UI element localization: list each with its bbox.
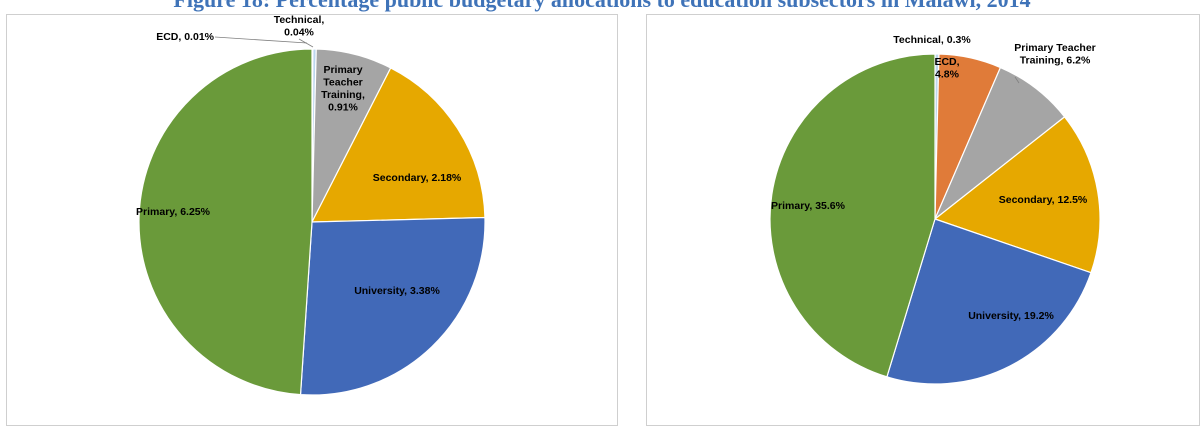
pie-slice-university — [886, 218, 1092, 385]
pie-chart-panel-right: Technical, 0.3% ECD, 4.8% Primary Teacher Tr… — [646, 14, 1200, 426]
data-label-technical: Technical, 0.3% — [893, 34, 971, 46]
data-label-ecd: ECD, 4.8% — [934, 56, 959, 81]
pie-slice-secondary — [933, 116, 1101, 274]
pie-slice-secondary — [311, 67, 486, 223]
pie-slices — [138, 48, 486, 396]
data-label-secondary: Secondary, 12.5% — [999, 194, 1088, 206]
pie-chart-left: ECD, 0.01% Technical, 0.04% Primary Teacher T… — [136, 15, 486, 396]
leader-line-primary-teacher-training — [1014, 76, 1020, 84]
data-label-primary-teacher-training: Primary Teacher Training, 0.91% — [321, 64, 365, 114]
pie-slices — [769, 53, 1101, 385]
pie-chart-right: Technical, 0.3% ECD, 4.8% Primary Teacher Tr… — [769, 34, 1101, 385]
pie-chart-panel-left: ECD, 0.01% Technical, 0.04% Primary Teacher T… — [6, 14, 618, 426]
pie-slice-primary — [769, 53, 936, 378]
leader-line-technical — [298, 38, 314, 48]
data-label-primary-teacher-training: Primary Teacher Training, 6.2% — [1014, 42, 1096, 67]
pie-slice-primary — [138, 48, 313, 396]
data-label-primary: Primary, 6.25% — [136, 206, 211, 218]
data-label-primary: Primary, 35.6% — [771, 200, 846, 212]
pie-labels: Technical, 0.3% ECD, 4.8% Primary Teacher Tr… — [771, 34, 1096, 322]
pie-labels: ECD, 0.01% Technical, 0.04% Primary Teacher T… — [136, 15, 462, 297]
data-label-university: University, 19.2% — [968, 310, 1054, 322]
figure-title: Figure 18: Percentage public budgetary a… — [0, 0, 1204, 13]
data-label-university: University, 3.38% — [354, 285, 440, 297]
leader-line-ecd — [214, 36, 308, 44]
data-label-ecd: ECD, 0.01% — [156, 31, 214, 43]
data-label-secondary: Secondary, 2.18% — [373, 172, 462, 184]
pie-slice-university — [299, 216, 486, 396]
data-label-technical: Technical, 0.04% — [274, 15, 325, 39]
